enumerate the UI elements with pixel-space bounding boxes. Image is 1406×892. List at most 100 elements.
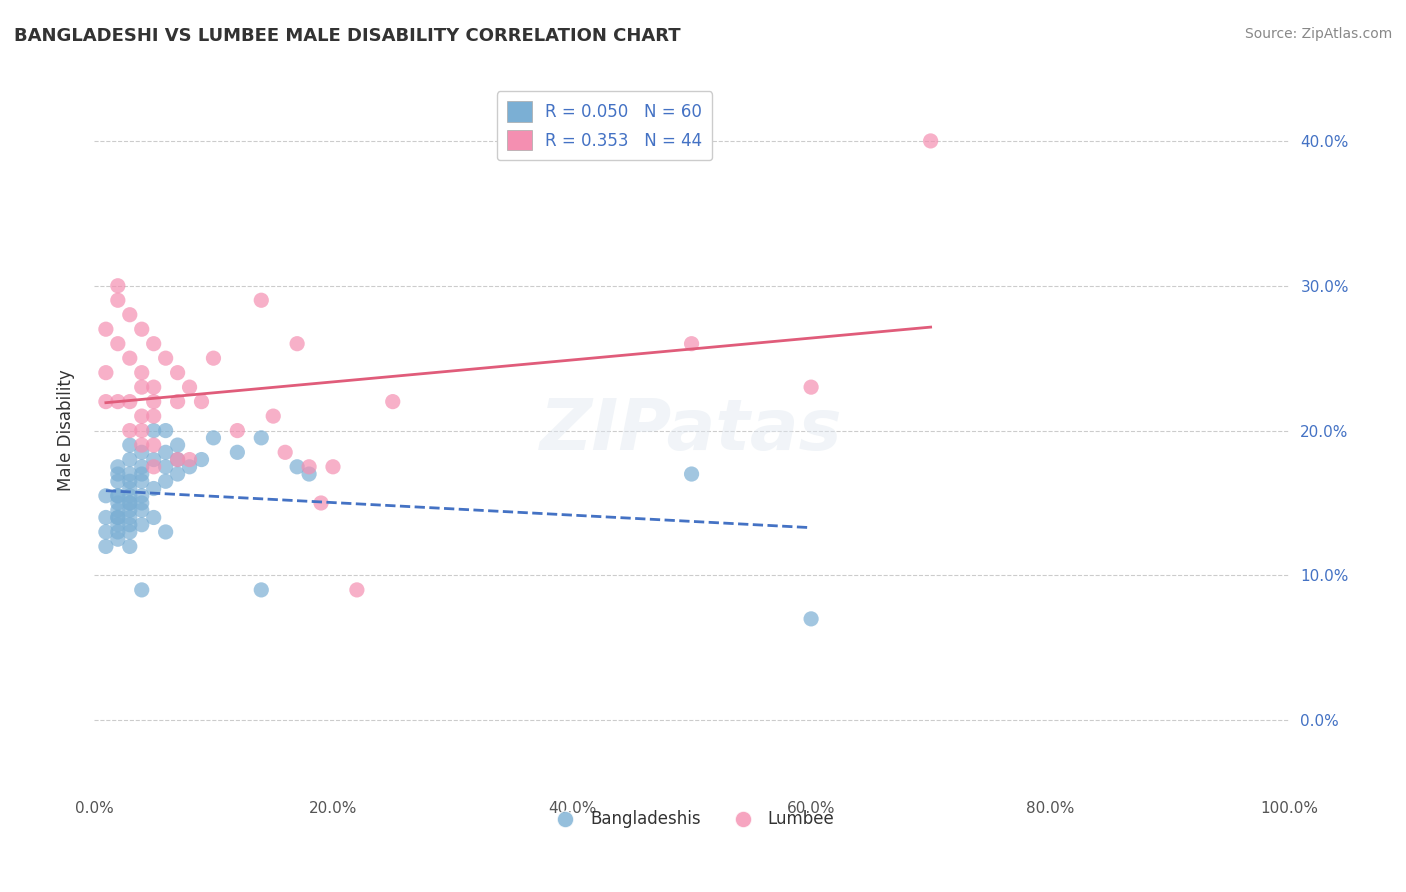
Point	[118, 424, 141, 438]
Point	[118, 489, 141, 503]
Point	[131, 424, 153, 438]
Point	[118, 496, 141, 510]
Point	[155, 524, 177, 539]
Point	[179, 380, 201, 394]
Point	[250, 431, 273, 445]
Point	[166, 452, 188, 467]
Point	[202, 351, 225, 366]
Point	[226, 445, 249, 459]
Point	[309, 496, 332, 510]
Point	[179, 452, 201, 467]
Point	[107, 489, 129, 503]
Point	[131, 496, 153, 510]
Point	[118, 438, 141, 452]
Point	[155, 445, 177, 459]
Point	[94, 510, 117, 524]
Point	[107, 532, 129, 546]
Point	[94, 524, 117, 539]
Point	[131, 475, 153, 489]
Point	[131, 409, 153, 423]
Point	[800, 380, 823, 394]
Point	[107, 293, 129, 308]
Text: BANGLADESHI VS LUMBEE MALE DISABILITY CORRELATION CHART: BANGLADESHI VS LUMBEE MALE DISABILITY CO…	[14, 27, 681, 45]
Point	[155, 351, 177, 366]
Point	[142, 380, 165, 394]
Point	[131, 438, 153, 452]
Point	[166, 438, 188, 452]
Point	[142, 438, 165, 452]
Point	[274, 445, 297, 459]
Point	[118, 540, 141, 554]
Point	[155, 459, 177, 474]
Point	[142, 409, 165, 423]
Point	[131, 582, 153, 597]
Point	[142, 336, 165, 351]
Point	[262, 409, 284, 423]
Point	[94, 366, 117, 380]
Point	[285, 459, 308, 474]
Point	[118, 475, 141, 489]
Point	[131, 380, 153, 394]
Point	[131, 366, 153, 380]
Point	[131, 489, 153, 503]
Point	[107, 524, 129, 539]
Point	[94, 394, 117, 409]
Point	[381, 394, 404, 409]
Point	[190, 394, 212, 409]
Point	[166, 467, 188, 481]
Legend: Bangladeshis, Lumbee: Bangladeshis, Lumbee	[543, 804, 841, 835]
Point	[118, 496, 141, 510]
Point	[166, 452, 188, 467]
Point	[118, 467, 141, 481]
Point	[94, 489, 117, 503]
Point	[107, 510, 129, 524]
Point	[118, 482, 141, 496]
Point	[190, 452, 212, 467]
Point	[131, 517, 153, 532]
Point	[118, 452, 141, 467]
Point	[131, 322, 153, 336]
Point	[681, 336, 703, 351]
Point	[107, 336, 129, 351]
Point	[131, 467, 153, 481]
Point	[107, 459, 129, 474]
Point	[118, 517, 141, 532]
Point	[179, 459, 201, 474]
Point	[142, 394, 165, 409]
Y-axis label: Male Disability: Male Disability	[58, 369, 75, 491]
Point	[107, 394, 129, 409]
Point	[131, 445, 153, 459]
Point	[142, 452, 165, 467]
Point	[298, 467, 321, 481]
Point	[298, 459, 321, 474]
Point	[285, 336, 308, 351]
Point	[118, 524, 141, 539]
Text: ZIPatas: ZIPatas	[540, 396, 842, 465]
Point	[142, 424, 165, 438]
Text: Source: ZipAtlas.com: Source: ZipAtlas.com	[1244, 27, 1392, 41]
Point	[166, 394, 188, 409]
Point	[107, 517, 129, 532]
Point	[166, 366, 188, 380]
Point	[346, 582, 368, 597]
Point	[107, 503, 129, 517]
Point	[202, 431, 225, 445]
Point	[107, 278, 129, 293]
Point	[118, 503, 141, 517]
Point	[226, 424, 249, 438]
Point	[107, 510, 129, 524]
Point	[155, 424, 177, 438]
Point	[107, 475, 129, 489]
Point	[800, 612, 823, 626]
Point	[142, 482, 165, 496]
Point	[131, 503, 153, 517]
Point	[107, 489, 129, 503]
Point	[142, 459, 165, 474]
Point	[107, 467, 129, 481]
Point	[118, 394, 141, 409]
Point	[118, 510, 141, 524]
Point	[250, 293, 273, 308]
Point	[107, 496, 129, 510]
Point	[118, 308, 141, 322]
Point	[155, 475, 177, 489]
